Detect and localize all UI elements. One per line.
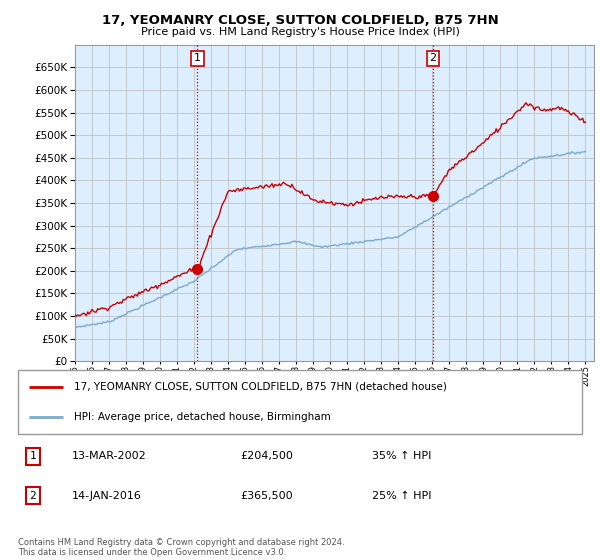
Text: 14-JAN-2016: 14-JAN-2016 bbox=[72, 491, 142, 501]
Text: £365,500: £365,500 bbox=[240, 491, 293, 501]
Text: 25% ↑ HPI: 25% ↑ HPI bbox=[372, 491, 431, 501]
Text: Price paid vs. HM Land Registry's House Price Index (HPI): Price paid vs. HM Land Registry's House … bbox=[140, 27, 460, 37]
Text: Contains HM Land Registry data © Crown copyright and database right 2024.
This d: Contains HM Land Registry data © Crown c… bbox=[18, 538, 344, 557]
Text: 1: 1 bbox=[194, 53, 201, 63]
FancyBboxPatch shape bbox=[18, 370, 582, 434]
Text: HPI: Average price, detached house, Birmingham: HPI: Average price, detached house, Birm… bbox=[74, 412, 331, 422]
Text: £204,500: £204,500 bbox=[240, 451, 293, 461]
Text: 17, YEOMANRY CLOSE, SUTTON COLDFIELD, B75 7HN (detached house): 17, YEOMANRY CLOSE, SUTTON COLDFIELD, B7… bbox=[74, 382, 447, 392]
Text: 13-MAR-2002: 13-MAR-2002 bbox=[72, 451, 147, 461]
Text: 2: 2 bbox=[430, 53, 437, 63]
Text: 2: 2 bbox=[29, 491, 37, 501]
Text: 1: 1 bbox=[29, 451, 37, 461]
Text: 17, YEOMANRY CLOSE, SUTTON COLDFIELD, B75 7HN: 17, YEOMANRY CLOSE, SUTTON COLDFIELD, B7… bbox=[101, 14, 499, 27]
Text: 35% ↑ HPI: 35% ↑ HPI bbox=[372, 451, 431, 461]
